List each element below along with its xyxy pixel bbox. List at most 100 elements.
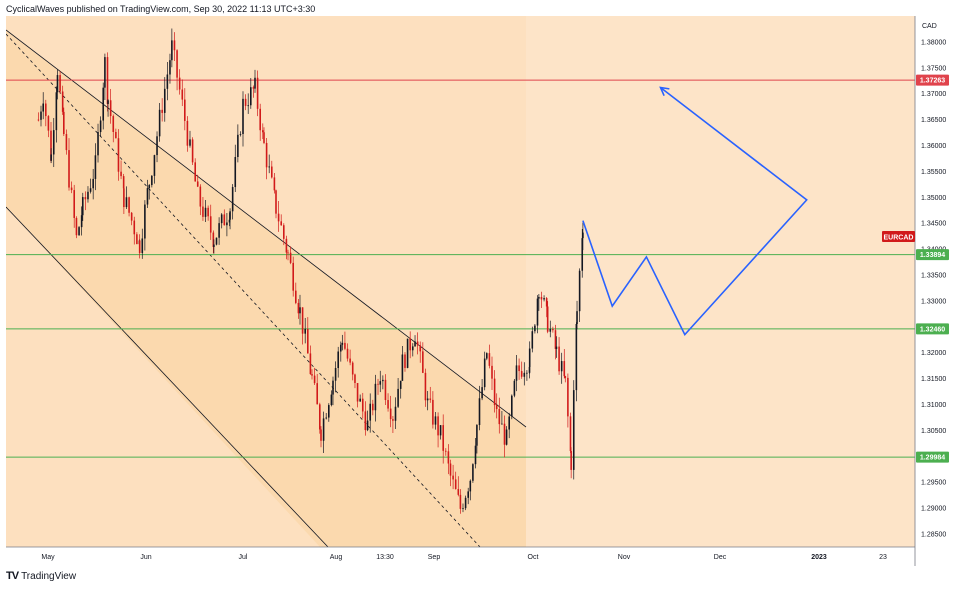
candle-body — [191, 139, 194, 163]
candle-body — [218, 223, 220, 238]
symbol-label: EURCAD — [884, 235, 914, 242]
candle-body — [115, 131, 117, 139]
price-level-tag — [916, 249, 949, 261]
candle-body — [186, 120, 189, 146]
candle-body — [546, 306, 549, 332]
candle-body — [87, 191, 89, 200]
candle-body — [356, 383, 359, 402]
price-tick-label: 1.31500 — [921, 376, 946, 383]
time-tick-label: Sep — [428, 554, 441, 561]
candle-body — [449, 463, 452, 476]
candle-body — [99, 120, 102, 133]
time-axis[interactable]: May Jun Jul Aug 13:30 Sep Oct Nov Dec 2023 23 — [41, 554, 887, 561]
candle-body — [97, 132, 99, 156]
candle-body — [334, 368, 337, 381]
candle-body — [301, 307, 304, 334]
candle-body — [102, 87, 105, 121]
candle-body — [445, 450, 447, 452]
candle-body — [146, 188, 149, 205]
candle-body — [462, 508, 464, 509]
channel-upper-trendline[interactable] — [6, 29, 527, 428]
candle-body — [307, 328, 309, 354]
candle-body — [511, 395, 513, 417]
candle-body — [426, 398, 429, 401]
candle-body — [271, 166, 273, 178]
candle-body — [285, 238, 288, 253]
candle-body — [273, 177, 276, 191]
candle-body — [144, 204, 146, 239]
candle-body — [374, 383, 377, 411]
candle-body — [452, 475, 454, 480]
price-axis[interactable]: 1.38000 1.37500 1.37000 1.36500 1.36000 1.355… — [921, 39, 946, 538]
tradingview-logo-icon: TV — [6, 570, 19, 582]
candle-body — [89, 188, 92, 192]
candle-body — [364, 411, 367, 431]
candle-body — [361, 398, 364, 412]
time-tick-label: Aug — [330, 554, 343, 561]
candle-body — [223, 214, 226, 226]
candle-body — [199, 186, 202, 207]
candle-body — [483, 358, 486, 388]
candle-body — [80, 215, 83, 228]
price-tick-label: 1.29000 — [921, 506, 946, 513]
candle-body — [112, 116, 115, 132]
candle-body — [501, 423, 503, 425]
time-tick-label: 13:30 — [376, 554, 394, 561]
candle-body — [250, 87, 252, 106]
candle-body — [56, 75, 59, 93]
candle-body — [330, 394, 333, 406]
candle-body — [215, 237, 218, 245]
candle-body — [569, 416, 572, 452]
candle-body — [488, 353, 491, 366]
candle-body — [252, 87, 255, 89]
candle-body — [377, 383, 379, 385]
candle-body — [292, 262, 294, 291]
candle-body — [153, 155, 156, 176]
candle-body — [166, 74, 169, 89]
candle-body — [322, 418, 325, 441]
candle-body — [474, 445, 477, 465]
candle-body — [481, 387, 483, 399]
candle-body — [47, 116, 50, 131]
candle-body — [151, 175, 153, 186]
candle-body — [81, 197, 84, 216]
candle-body — [125, 197, 128, 208]
candle-body — [558, 346, 560, 372]
candle-body — [515, 365, 518, 381]
candle-body — [231, 187, 234, 212]
candle-body — [419, 345, 422, 352]
candle-body — [263, 132, 265, 143]
candle-body — [560, 361, 563, 372]
candle-body — [120, 171, 122, 177]
candle-body — [265, 142, 268, 168]
candle-body — [256, 77, 259, 109]
candle-body — [406, 338, 409, 368]
channel-median-line[interactable] — [6, 33, 481, 547]
price-axis-currency: CAD — [922, 23, 937, 30]
candle-body — [239, 134, 242, 135]
candle-body — [567, 377, 569, 417]
candle-body — [138, 240, 141, 254]
candle-body — [50, 130, 52, 161]
candle-body — [399, 380, 402, 389]
candle-body — [176, 50, 178, 78]
candle-body — [136, 234, 138, 245]
tradingview-logo[interactable]: TV TradingView — [6, 570, 76, 582]
channel-lower-trendline[interactable] — [6, 206, 329, 547]
candle-body — [518, 365, 520, 372]
candle-body — [534, 325, 536, 332]
candle-body — [416, 341, 419, 346]
candle-body — [311, 374, 313, 376]
candle-body — [104, 57, 106, 88]
candle-body — [122, 176, 125, 189]
candle-body — [531, 331, 534, 349]
candle-body — [304, 328, 306, 334]
candle-body — [387, 400, 389, 409]
projection-path[interactable] — [582, 86, 808, 337]
candle-body — [55, 92, 58, 131]
candle-body — [178, 77, 181, 90]
candle-body — [259, 108, 261, 131]
candle-body — [123, 188, 125, 208]
candle-body — [237, 134, 239, 158]
